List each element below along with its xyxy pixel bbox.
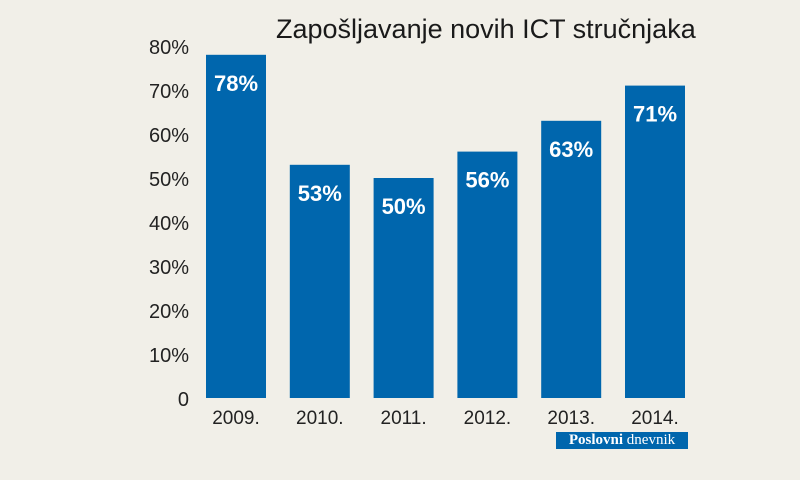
bar [206, 54, 266, 399]
y-tick-label: 60% [149, 125, 189, 147]
x-tick-label: 2013. [547, 408, 595, 429]
y-tick-label: 40% [149, 213, 189, 235]
y-tick-label: 30% [149, 257, 189, 279]
bar [457, 151, 518, 398]
data-label: 50% [382, 194, 426, 219]
poslovni-dnevnik-logo: Poslovni dnevnik [556, 432, 688, 449]
bar [289, 164, 350, 398]
y-tick-label: 0 [178, 389, 189, 411]
data-label: 56% [465, 168, 509, 193]
y-tick-label: 50% [149, 169, 189, 191]
x-tick-label: 2010. [296, 408, 344, 429]
y-tick-label: 10% [149, 345, 189, 367]
x-tick-label: 2014. [631, 408, 679, 429]
logo-part1: Poslovni [568, 432, 624, 448]
x-tick-label: 2011. [381, 408, 427, 429]
x-tick-label: 2009. [212, 408, 260, 429]
y-tick-label: 20% [149, 301, 189, 323]
y-tick-label: 80% [149, 37, 189, 59]
chart-title: Zapošljavanje novih ICT stručnjaka [276, 14, 696, 44]
data-label: 63% [549, 137, 593, 162]
logo-part2: dnevnik [626, 432, 676, 448]
bar [373, 178, 434, 398]
bar [541, 120, 602, 399]
y-tick-label: 70% [149, 81, 189, 103]
data-label: 53% [298, 181, 342, 206]
data-label: 71% [633, 102, 677, 127]
x-tick-label: 2012. [464, 408, 512, 429]
data-label: 78% [214, 71, 258, 96]
bar [625, 85, 685, 398]
